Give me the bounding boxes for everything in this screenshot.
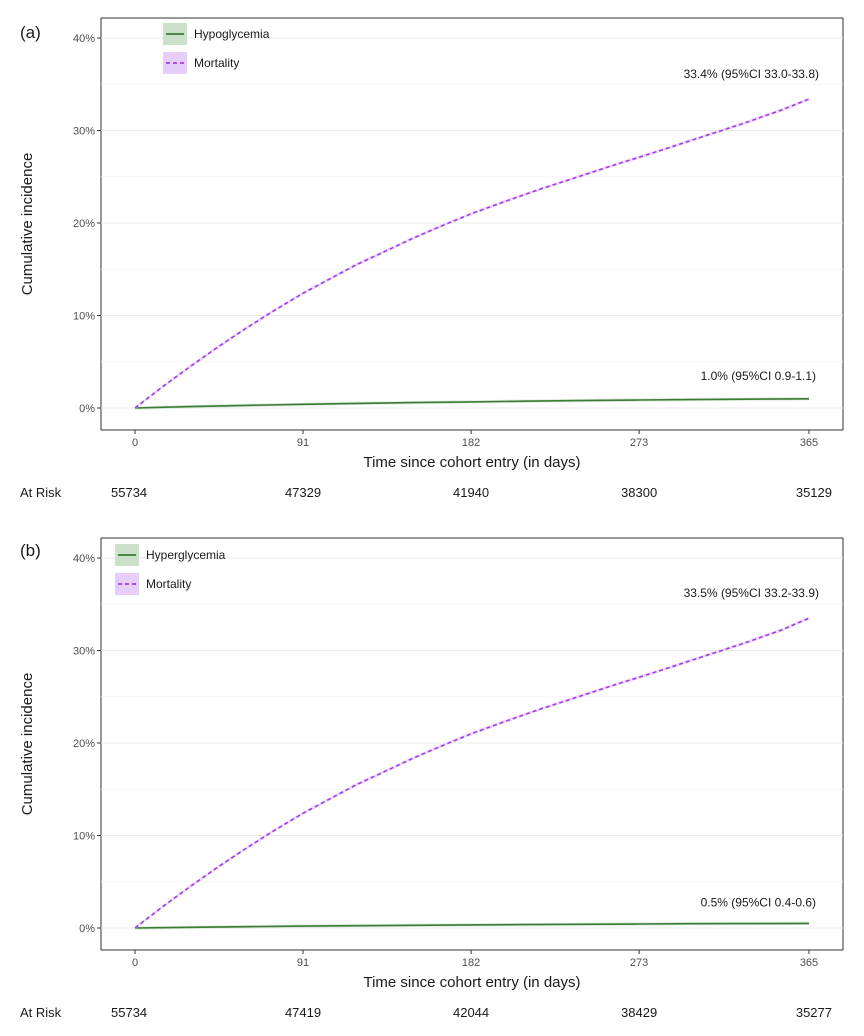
x-tick-label: 0 [132, 957, 138, 969]
legend-label: Mortality [146, 577, 191, 591]
series-end-label: 0.5% (95%CI 0.4-0.6) [701, 895, 816, 909]
panel-label: (a) [20, 23, 41, 42]
y-axis-title: Cumulative incidence [19, 673, 36, 816]
series-end-label: 33.5% (95%CI 33.2-33.9) [684, 586, 819, 600]
x-axis-title: Time since cohort entry (in days) [363, 454, 580, 471]
y-tick-label: 40% [73, 33, 95, 45]
x-tick-label: 365 [800, 957, 818, 969]
x-tick-label: 365 [800, 437, 818, 449]
legend-label: Mortality [194, 56, 239, 70]
y-tick-label: 30% [73, 646, 95, 658]
y-tick-label: 10% [73, 831, 95, 843]
series-line [134, 98, 810, 409]
at-risk-value: 35277 [796, 1005, 832, 1020]
series-line [134, 398, 810, 409]
chart-panel-a: 0% 10% 20% 30% 40% 0 91 182 273 365 Time since coh… [19, 17, 844, 500]
y-tick-label: 40% [73, 553, 95, 565]
at-risk-value: 42044 [453, 1005, 489, 1020]
legend-label: Hypoglycemia [194, 27, 270, 41]
y-tick-label: 20% [73, 738, 95, 750]
y-axis-title: Cumulative incidence [19, 153, 36, 296]
plot-frame [100, 17, 844, 431]
x-axis-title: Time since cohort entry (in days) [363, 974, 580, 991]
at-risk-title: At Risk [20, 1005, 62, 1020]
x-tick-label: 182 [462, 437, 480, 449]
x-tick-label: 273 [630, 437, 648, 449]
y-tick-label: 10% [73, 311, 95, 323]
series-end-label: 1.0% (95%CI 0.9-1.1) [701, 369, 816, 383]
chart-panel-b: 0% 10% 20% 30% 40% 0 91 182 273 365 Time since coh… [19, 537, 844, 1020]
at-risk-value: 55734 [111, 485, 147, 500]
x-tick-label: 91 [297, 437, 309, 449]
at-risk-value: 55734 [111, 1005, 147, 1020]
x-tick-label: 91 [297, 957, 309, 969]
y-tick-label: 0% [79, 923, 95, 935]
series-line [134, 922, 810, 929]
series-line [134, 617, 810, 929]
at-risk-value: 47329 [285, 485, 321, 500]
at-risk-value: 47419 [285, 1005, 321, 1020]
x-tick-label: 273 [630, 957, 648, 969]
y-tick-label: 0% [79, 403, 95, 415]
at-risk-value: 41940 [453, 485, 489, 500]
at-risk-value: 38300 [621, 485, 657, 500]
panel-label: (b) [20, 541, 41, 560]
y-tick-label: 20% [73, 218, 95, 230]
plot-frame [100, 537, 844, 951]
series-end-label: 33.4% (95%CI 33.0-33.8) [684, 67, 819, 81]
at-risk-value: 35129 [796, 485, 832, 500]
at-risk-title: At Risk [20, 485, 62, 500]
legend-label: Hyperglycemia [146, 548, 226, 562]
x-tick-label: 182 [462, 957, 480, 969]
at-risk-value: 38429 [621, 1005, 657, 1020]
y-tick-label: 30% [73, 126, 95, 138]
x-tick-label: 0 [132, 437, 138, 449]
